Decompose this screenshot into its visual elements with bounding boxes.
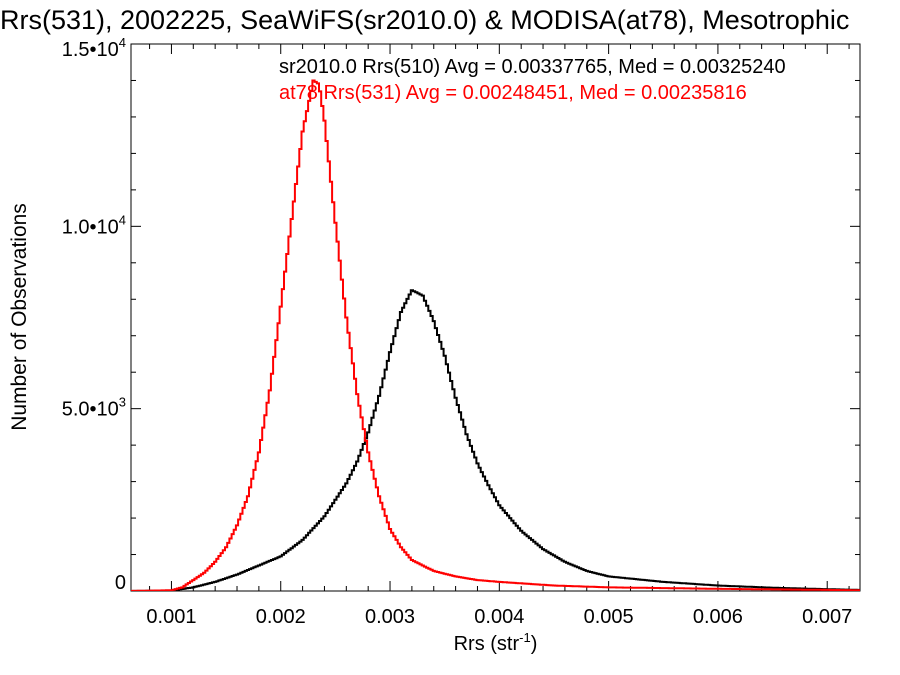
x-axis-label: Rrs (str-1): [454, 630, 538, 655]
legend-entry-at78: at78 Rrs(531) Avg = 0.00248451, Med = 0.…: [279, 82, 747, 104]
x-axis-label-main: Rrs (str: [454, 633, 520, 655]
y-tick-label: 0: [115, 572, 126, 594]
plot-frame: [130, 43, 861, 592]
y-tick-label-base: 1.5•10: [62, 39, 119, 61]
x-axis-label-end: ): [531, 633, 538, 655]
y-tick-label: 1.5•104: [62, 35, 126, 61]
x-axis-label-sup: -1: [519, 630, 531, 645]
y-axis-label-text: Number of Observations: [8, 203, 31, 431]
x-tick-label: 0.006: [693, 606, 743, 628]
x-tick-label: 0.001: [146, 606, 196, 628]
series-line-at78: [131, 79, 860, 591]
x-tick-label: 0.003: [365, 606, 415, 628]
y-tick-label: 5.0•103: [62, 395, 126, 421]
y-tick-label-base: 1.0•10: [62, 216, 119, 238]
x-axis-label-text: Rrs (str-1): [454, 630, 538, 655]
y-tick-label: 1.0•104: [62, 212, 126, 238]
chart-title: Rrs(531), 2002225, SeaWiFS(sr2010.0) & M…: [0, 5, 849, 35]
y-tick-label-exponent: 4: [119, 35, 126, 50]
y-tick-label-base: 0: [115, 572, 126, 594]
x-tick-label: 0.007: [802, 606, 852, 628]
y-tick-label-exponent: 4: [119, 212, 126, 227]
plot-area: 0.001 0.002 0.003 0.004 0.005 0.006 0.007 0 5.0•…: [62, 35, 861, 628]
x-tick-label: 0.004: [474, 606, 524, 628]
legend-entry-sr2010: sr2010.0 Rrs(510) Avg = 0.00337765, Med …: [279, 56, 786, 78]
y-tick-label-base: 5.0•10: [62, 399, 119, 421]
x-tick-label: 0.005: [584, 606, 634, 628]
y-axis-label: Number of Observations: [8, 203, 31, 431]
x-tick-label: 0.002: [256, 606, 306, 628]
legend: sr2010.0 Rrs(510) Avg = 0.00337765, Med …: [279, 56, 786, 104]
y-tick-label-exponent: 3: [119, 395, 126, 410]
series-line-sr2010: [131, 289, 860, 591]
